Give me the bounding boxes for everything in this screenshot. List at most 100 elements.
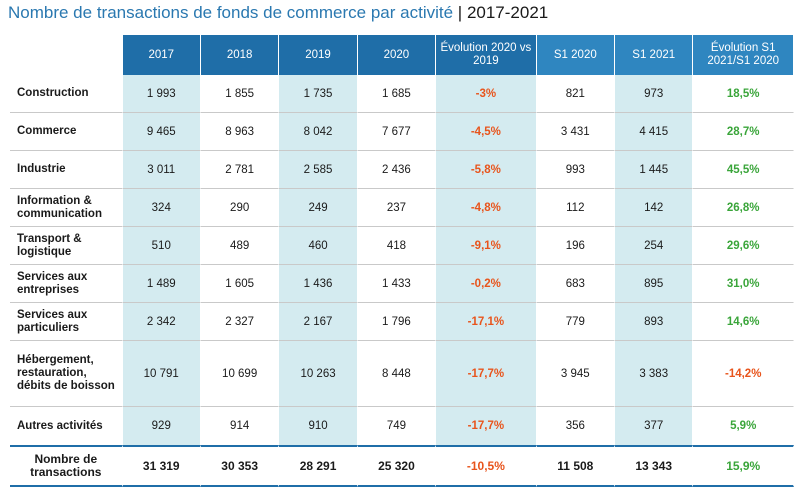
title-years: 2017-2021 (466, 3, 549, 22)
cell-s1-2020: 993 (536, 151, 616, 189)
cell-evolution-2020: -9,1% (436, 227, 537, 265)
cell-evolution-2020: -4,5% (436, 113, 537, 151)
row-label: Information & communication (10, 189, 123, 227)
row-label: Transport & logistique (10, 227, 123, 265)
cell-2019: 2 167 (279, 303, 358, 341)
cell-2020: 2 436 (357, 151, 437, 189)
cell-evolution-s1: 31,0% (693, 265, 794, 303)
cell-2020: 8 448 (357, 341, 437, 407)
cell-2018: 2 781 (200, 151, 280, 189)
total-s1-2021: 13 343 (615, 445, 694, 487)
header-s1-2020: S1 2020 (536, 35, 616, 75)
row-label: Services aux particuliers (10, 303, 123, 341)
cell-evolution-2020: -0,2% (436, 265, 537, 303)
cell-evolution-2020: -3% (436, 75, 537, 113)
total-evolution-2020: -10,5% (436, 445, 537, 487)
cell-evolution-2020: -17,7% (436, 407, 537, 445)
transactions-table: 2017 2018 2019 2020 Évolution 2020 vs 20… (10, 35, 794, 487)
cell-2020: 1 433 (357, 265, 437, 303)
cell-2020: 418 (357, 227, 437, 265)
cell-2018: 10 699 (200, 341, 280, 407)
cell-evolution-s1: 29,6% (693, 227, 794, 265)
table-row: Autres activités 929 914 910 749 -17,7% … (10, 407, 794, 445)
row-label: Commerce (10, 113, 123, 151)
cell-evolution-s1: 5,9% (693, 407, 794, 445)
cell-evolution-2020: -4,8% (436, 189, 537, 227)
cell-s1-2020: 196 (536, 227, 616, 265)
total-2020: 25 320 (357, 445, 437, 487)
row-label: Autres activités (10, 407, 123, 445)
cell-2019: 1 735 (279, 75, 358, 113)
cell-2020: 7 677 (357, 113, 437, 151)
total-evolution-s1: 15,9% (693, 445, 794, 487)
cell-evolution-2020: -5,8% (436, 151, 537, 189)
table-row: Services aux particuliers 2 342 2 327 2 … (10, 303, 794, 341)
cell-2018: 1 855 (200, 75, 280, 113)
cell-evolution-s1: -14,2% (693, 341, 794, 407)
row-label: Services aux entreprises (10, 265, 123, 303)
cell-s1-2021: 254 (615, 227, 694, 265)
cell-s1-2020: 779 (536, 303, 616, 341)
cell-2017: 929 (122, 407, 201, 445)
cell-2017: 3 011 (122, 151, 201, 189)
table-row: Hébergement, restauration, débits de boi… (10, 341, 794, 407)
header-2018: 2018 (200, 35, 280, 75)
cell-s1-2020: 112 (536, 189, 616, 227)
header-2020: 2020 (357, 35, 437, 75)
cell-s1-2021: 3 383 (615, 341, 694, 407)
cell-evolution-2020: -17,7% (436, 341, 537, 407)
header-evolution-2020: Évolution 2020 vs 2019 (436, 35, 537, 75)
cell-2020: 1 796 (357, 303, 437, 341)
cell-2019: 1 436 (279, 265, 358, 303)
row-label: Construction (10, 75, 123, 113)
cell-2018: 8 963 (200, 113, 280, 151)
cell-s1-2021: 4 415 (615, 113, 694, 151)
cell-s1-2021: 893 (615, 303, 694, 341)
cell-2019: 8 042 (279, 113, 358, 151)
table-row: Information & communication 324 290 249 … (10, 189, 794, 227)
cell-evolution-s1: 26,8% (693, 189, 794, 227)
cell-2019: 910 (279, 407, 358, 445)
total-s1-2020: 11 508 (536, 445, 616, 487)
cell-s1-2021: 895 (615, 265, 694, 303)
total-2019: 28 291 (279, 445, 358, 487)
cell-2019: 249 (279, 189, 358, 227)
table-row: Services aux entreprises 1 489 1 605 1 4… (10, 265, 794, 303)
cell-s1-2020: 683 (536, 265, 616, 303)
cell-2018: 489 (200, 227, 280, 265)
header-2019: 2019 (279, 35, 358, 75)
row-label: Hébergement, restauration, débits de boi… (10, 341, 123, 407)
cell-2018: 914 (201, 407, 280, 445)
cell-2019: 10 263 (279, 341, 358, 407)
header-s1-2021: S1 2021 (615, 35, 694, 75)
cell-2019: 2 585 (279, 151, 358, 189)
cell-evolution-s1: 18,5% (693, 75, 794, 113)
cell-s1-2020: 821 (536, 75, 616, 113)
title-separator: | (457, 3, 463, 22)
cell-evolution-s1: 14,6% (693, 303, 794, 341)
header-empty (10, 35, 123, 75)
cell-s1-2020: 3 945 (536, 341, 616, 407)
cell-2018: 2 327 (200, 303, 280, 341)
cell-evolution-2020: -17,1% (436, 303, 537, 341)
cell-s1-2020: 3 431 (536, 113, 616, 151)
row-label: Industrie (10, 151, 123, 189)
cell-2017: 2 342 (122, 303, 201, 341)
cell-2017: 9 465 (122, 113, 201, 151)
cell-2018: 290 (200, 189, 280, 227)
cell-evolution-s1: 28,7% (693, 113, 794, 151)
cell-2019: 460 (279, 227, 358, 265)
total-row: Nombre de transactions 31 319 30 353 28 … (10, 445, 794, 487)
cell-evolution-s1: 45,5% (693, 151, 794, 189)
total-2018: 30 353 (200, 445, 280, 487)
cell-s1-2021: 142 (615, 189, 694, 227)
header-2017: 2017 (122, 35, 201, 75)
cell-2020: 749 (358, 407, 437, 445)
header-row: 2017 2018 2019 2020 Évolution 2020 vs 20… (10, 35, 794, 75)
page-title: Nombre de transactions de fonds de comme… (8, 2, 548, 28)
cell-s1-2021: 973 (615, 75, 694, 113)
table-row: Construction 1 993 1 855 1 735 1 685 -3%… (10, 75, 794, 113)
total-label: Nombre de transactions (10, 445, 123, 487)
cell-2018: 1 605 (200, 265, 280, 303)
title-main: Nombre de transactions de fonds de comme… (8, 3, 454, 22)
